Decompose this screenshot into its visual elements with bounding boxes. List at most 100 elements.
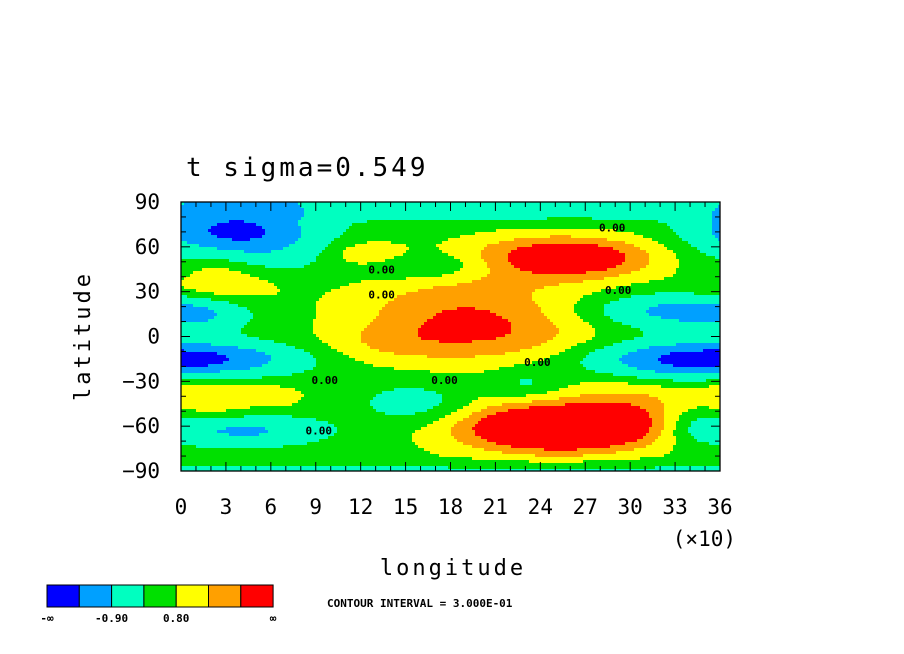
contour-fill-cell xyxy=(676,436,695,440)
contour-fill-cell xyxy=(706,379,720,383)
contour-fill-cell xyxy=(604,310,647,314)
contour-fill-cell xyxy=(331,241,368,245)
contour-fill-cell xyxy=(622,355,662,359)
contour-fill-cell xyxy=(382,307,458,311)
contour-fill-cell xyxy=(181,409,197,413)
contour-fill-cell xyxy=(499,367,587,371)
x-tick-label: 3 xyxy=(220,495,233,519)
contour-fill-cell xyxy=(292,403,371,407)
contour-fill-cell xyxy=(658,241,689,245)
contour-fill-cell xyxy=(670,451,720,455)
contour-fill-cell xyxy=(616,265,647,269)
contour-fill-cell xyxy=(211,343,287,347)
contour-fill-cell xyxy=(715,256,720,260)
contour-fill-cell xyxy=(325,292,407,296)
contour-fill-cell xyxy=(370,322,425,326)
contour-fill-cell xyxy=(292,415,446,419)
contour-fill-cell xyxy=(484,259,509,263)
contour-fill-cell xyxy=(370,403,440,407)
contour-fill-cell xyxy=(181,274,191,278)
contour-fill-cell xyxy=(526,394,581,398)
contour-fill-cell xyxy=(181,466,449,470)
contour-fill-cell xyxy=(652,421,665,425)
contour-fill-cell xyxy=(457,283,560,287)
contour-fill-cell xyxy=(181,238,233,242)
contour-fill-cell xyxy=(181,382,521,386)
contour-fill-cell xyxy=(559,352,590,356)
contour-fill-cell xyxy=(664,418,680,422)
contour-fill-cell xyxy=(229,268,461,272)
contour-fill-cell xyxy=(658,358,720,362)
contour-fill-cell xyxy=(655,439,677,443)
contour-fill-cell xyxy=(661,316,720,320)
x-tick-label: 15 xyxy=(393,495,418,519)
contour-fill-cell xyxy=(181,202,185,206)
contour-fill-cell xyxy=(265,352,311,356)
contour-fill-cell xyxy=(253,316,317,320)
contour-fill-cell xyxy=(517,247,614,251)
contour-fill-cell xyxy=(583,358,620,362)
contour-fill-cell xyxy=(652,424,665,428)
contour-fill-cell xyxy=(646,445,674,449)
contour-fill-cell xyxy=(208,307,248,311)
x-tick-label: 24 xyxy=(528,495,553,519)
contour-fill-cell xyxy=(181,391,302,395)
contour-fill-cell xyxy=(223,361,269,365)
contour-fill-cell xyxy=(463,262,488,266)
contour-fill-cell xyxy=(688,427,720,431)
contour-fill-cell xyxy=(451,412,473,416)
contour-fill-cell xyxy=(532,292,593,296)
contour-fill-cell xyxy=(181,328,242,332)
contour-fill-cell xyxy=(595,370,656,374)
contour-fill-cell xyxy=(640,328,720,332)
contour-fill-cell xyxy=(640,268,677,272)
contour-fill-cell xyxy=(208,229,266,233)
contour-fill-cell xyxy=(673,229,713,233)
contour-fill-cell xyxy=(679,262,720,266)
contour-fill-cell xyxy=(367,325,422,329)
contour-fill-cell xyxy=(181,220,230,224)
contour-fill-cell xyxy=(313,325,368,329)
contour-fill-cell xyxy=(583,295,632,299)
contour-fill-cell xyxy=(676,343,720,347)
contour-fill-cell xyxy=(181,319,209,323)
contour-fill-cell xyxy=(694,436,720,440)
contour-fill-cell xyxy=(373,364,515,368)
contour-fill-cell xyxy=(649,262,680,266)
colorbar-tick-label: -0.90 xyxy=(95,612,128,625)
contour-fill-cell xyxy=(667,247,698,251)
contour-fill-cell xyxy=(478,397,560,401)
contour-fill-cell xyxy=(583,319,614,323)
contour-fill-cell xyxy=(643,436,659,440)
contour-fill-cell xyxy=(181,307,209,311)
contour-fill-cell xyxy=(625,259,650,263)
contour-fill-cell xyxy=(661,430,674,434)
contour-fill-cell xyxy=(352,223,668,227)
contour-fill-cell xyxy=(301,226,350,230)
contour-fill-cell xyxy=(364,328,419,332)
contour-fill-cell xyxy=(361,331,419,335)
contour-fill-cell xyxy=(496,313,545,317)
contour-fill-cell xyxy=(481,250,512,254)
contour-fill-cell xyxy=(241,331,314,335)
contour-fill-cell xyxy=(454,271,491,275)
contour-fill-cell xyxy=(643,334,720,338)
contour-fill-cell xyxy=(181,289,197,293)
contour-fill-cell xyxy=(622,322,720,326)
contour-fill-cell xyxy=(709,385,720,389)
contour-fill-cell xyxy=(514,238,608,242)
contour-fill-cell xyxy=(217,235,263,239)
contour-fill-cell xyxy=(595,334,644,338)
contour-fill-cell xyxy=(181,241,188,245)
contour-fill-cell xyxy=(412,439,458,443)
contour-fill-cell xyxy=(388,301,536,305)
contour-fill-cell xyxy=(181,244,200,248)
contour-fill-cell xyxy=(565,403,632,407)
contour-fill-cell xyxy=(481,277,605,281)
contour-fill-cell xyxy=(547,340,587,344)
contour-fill-cell xyxy=(316,301,389,305)
contour-fill-cell xyxy=(244,220,299,224)
contour-fill-cell xyxy=(280,385,569,389)
contour-fill-cell xyxy=(181,223,218,227)
contour-fill-cell xyxy=(529,460,584,464)
